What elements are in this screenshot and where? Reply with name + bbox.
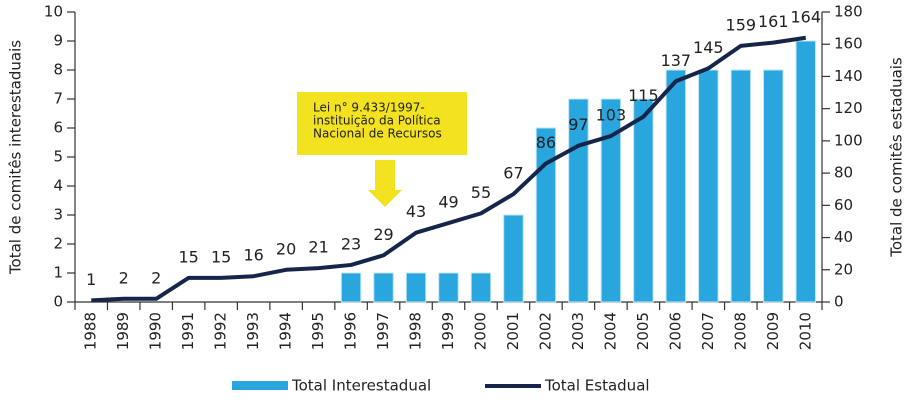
x-tick-label: 2010: [796, 312, 814, 350]
x-tick-label: 1992: [212, 312, 230, 350]
bar: [340, 272, 362, 303]
x-tick-label: 2004: [601, 312, 619, 350]
data-label: 43: [406, 202, 426, 221]
line: [91, 35, 807, 303]
annotation-text: instituição da Política: [313, 114, 441, 128]
y-axis-title: Total de comitês interestaduais: [7, 40, 25, 275]
x-tick-label: 1988: [82, 312, 100, 350]
data-label: 15: [211, 247, 231, 266]
data-label: 67: [503, 164, 523, 183]
y2-tick-label: 0: [834, 293, 844, 311]
y-tick-label: 1: [53, 264, 63, 282]
y2-tick-label: 180: [834, 3, 863, 21]
data-label: 49: [438, 193, 458, 212]
data-label: 16: [243, 246, 263, 265]
data-label: 103: [596, 106, 627, 125]
data-label: 145: [693, 38, 724, 57]
x-tick-label: 2003: [569, 312, 587, 350]
bar: [665, 69, 687, 303]
x-tick-label: 1989: [114, 312, 132, 350]
data-label: 2: [151, 268, 161, 287]
x-tick-label: 1997: [374, 312, 392, 350]
annotation-text: Nacional de Recursos: [313, 127, 442, 141]
bar: [503, 214, 524, 303]
y-tick-label: 2: [53, 235, 63, 253]
bar: [600, 98, 622, 303]
y2-tick-label: 80: [834, 164, 853, 182]
x-tick-label: 2002: [536, 312, 554, 350]
x-tick-label: 2001: [504, 312, 522, 350]
y-tick-label: 10: [44, 3, 63, 21]
y-tick-label: 7: [53, 90, 63, 108]
x-tick-label: 2005: [634, 312, 652, 350]
data-label: 55: [471, 183, 491, 202]
y-tick-label: 8: [53, 61, 63, 79]
y-tick-label: 0: [53, 293, 63, 311]
data-label: 29: [373, 225, 393, 244]
x-tick-label: 1993: [244, 312, 262, 350]
bar: [795, 40, 817, 303]
data-label: 161: [758, 12, 789, 31]
legend-label: Total Estadual: [544, 377, 650, 395]
x-tick-label: 2009: [764, 312, 782, 350]
bar: [633, 98, 654, 303]
y-tick-label: 9: [53, 32, 63, 50]
data-label: 159: [726, 15, 757, 34]
data-label: 115: [628, 86, 659, 105]
data-label: 164: [790, 7, 821, 26]
y2-tick-label: 40: [834, 228, 853, 246]
y-tick-label: 5: [53, 148, 63, 166]
x-tick-label: 1990: [147, 312, 165, 350]
bar: [438, 272, 459, 303]
y2-tick-label: 140: [834, 67, 863, 85]
bar: [698, 69, 719, 303]
x-tick-label: 1996: [342, 312, 360, 350]
data-label: 137: [661, 51, 692, 70]
y2-tick-label: 20: [834, 260, 853, 278]
bar: [405, 272, 427, 303]
x-tick-label: 1994: [277, 312, 295, 350]
x-tick-label: 2008: [731, 312, 749, 350]
annotation-box: [297, 92, 467, 155]
bar: [373, 272, 394, 303]
y2-tick-label: 60: [834, 196, 853, 214]
data-label: 21: [308, 238, 328, 257]
x-tick-label: 1998: [407, 312, 425, 350]
annotation-text: Lei n° 9.433/1997-: [313, 101, 425, 115]
data-label: 15: [178, 247, 198, 266]
x-tick-label: 2006: [666, 312, 684, 350]
bar: [730, 69, 752, 303]
legend-label: Total Interestadual: [291, 377, 431, 395]
x-tick-label: 2007: [699, 312, 717, 350]
data-label: 86: [536, 133, 556, 152]
legend-swatch: [232, 381, 288, 390]
data-label: 2: [119, 268, 129, 287]
y2-axis-title: Total de comitês estaduais: [888, 57, 906, 258]
y2-tick-label: 100: [834, 131, 863, 149]
data-label: 23: [341, 234, 361, 253]
x-tick-label: 1995: [309, 312, 327, 350]
y-tick-label: 6: [53, 119, 63, 137]
y-tick-label: 3: [53, 206, 63, 224]
data-label: 97: [568, 115, 588, 134]
data-label: 1: [86, 270, 96, 289]
bar: [535, 127, 557, 303]
x-tick-label: 1999: [439, 312, 457, 350]
bar: [470, 272, 492, 303]
y2-tick-label: 160: [834, 35, 863, 53]
annotation-arrow: [368, 160, 402, 207]
y-tick-label: 4: [53, 177, 63, 195]
bar: [763, 69, 784, 303]
y2-tick-label: 120: [834, 99, 863, 117]
x-tick-label: 2000: [471, 312, 489, 350]
data-label: 20: [276, 239, 296, 258]
x-tick-label: 1991: [179, 312, 197, 350]
